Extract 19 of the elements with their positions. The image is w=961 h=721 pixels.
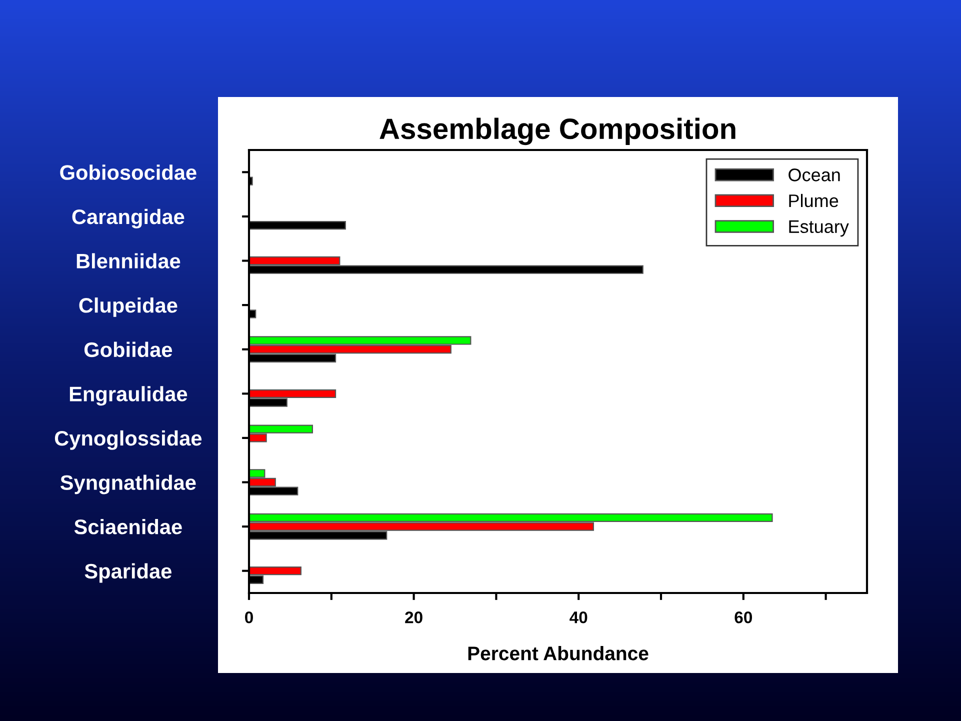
x-tick-label: 40	[570, 611, 588, 624]
legend-label: Plume	[789, 194, 838, 208]
y-tick-label: Blenniidae	[76, 253, 180, 269]
x-axis-title: Percent Abundance	[468, 646, 648, 660]
y-tick-label: Clupeidae	[79, 298, 178, 317]
x-tick-label: 60	[734, 611, 752, 624]
chart-title: Assemblage Composition	[380, 118, 736, 146]
x-tick-label: 20	[405, 611, 422, 624]
y-tick-label: Carangidae	[72, 208, 184, 228]
legend-label: Estuary	[789, 220, 849, 237]
y-tick-label: Gobiosocidae	[60, 164, 196, 180]
y-tick-label: Cynoglossidae	[54, 430, 202, 450]
y-tick-label: Sparidae	[84, 563, 172, 583]
y-tick-label: Sciaenidae	[74, 519, 182, 534]
legend-label: Ocean	[788, 168, 840, 182]
y-tick-label: Syngnathidae	[60, 474, 196, 494]
y-tick-label: Engraulidae	[70, 386, 188, 406]
x-tick-label: 0	[245, 611, 253, 624]
y-tick-label: Gobiidae	[84, 342, 172, 358]
